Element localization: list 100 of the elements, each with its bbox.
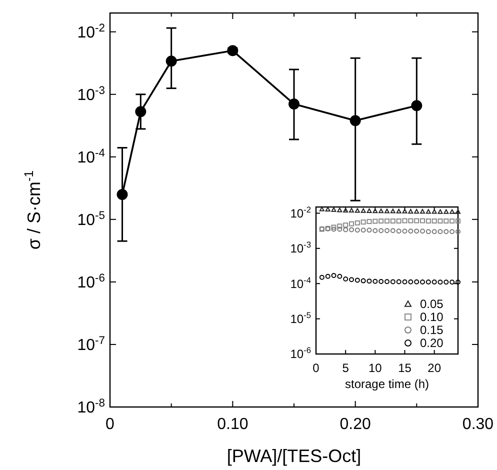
point	[331, 207, 336, 212]
point	[349, 227, 354, 232]
point	[426, 218, 431, 224]
x-tick-label: 10	[368, 361, 382, 375]
x-tick-label: 15	[398, 361, 412, 375]
y-tick-label: 10$^{-4}$	[77, 147, 105, 166]
point	[390, 279, 396, 284]
point	[438, 229, 443, 234]
point	[360, 228, 366, 233]
point	[426, 209, 431, 214]
point	[366, 278, 372, 284]
point	[366, 228, 372, 233]
point	[384, 208, 390, 214]
x-tick-label: 0.20	[340, 416, 372, 433]
point	[354, 208, 360, 213]
point	[384, 218, 390, 224]
legend-label: 0.15	[420, 323, 444, 337]
point	[166, 56, 177, 67]
legend-label: 0.10	[420, 310, 444, 324]
point	[408, 279, 414, 284]
point	[349, 277, 354, 282]
point	[420, 218, 425, 224]
point	[414, 228, 420, 234]
point	[366, 208, 372, 214]
point	[288, 98, 300, 110]
y-tick-label: 10$^{-3}$	[290, 240, 312, 256]
point	[135, 106, 146, 118]
point	[426, 280, 431, 285]
point	[378, 278, 384, 284]
point	[354, 220, 360, 226]
x-tick-label: 0	[106, 416, 115, 433]
legend-label: 0.20	[420, 336, 444, 350]
point	[349, 221, 354, 226]
point	[438, 209, 443, 214]
point	[411, 100, 422, 112]
point	[343, 222, 348, 228]
point	[432, 280, 437, 285]
point	[396, 228, 402, 234]
point	[456, 280, 460, 285]
point	[390, 208, 396, 214]
point	[450, 218, 455, 224]
point	[420, 228, 425, 234]
point	[438, 218, 443, 224]
point	[350, 115, 361, 126]
point	[372, 228, 378, 234]
point	[378, 228, 384, 234]
point	[337, 208, 342, 212]
point	[354, 228, 360, 233]
point	[420, 280, 425, 285]
point	[450, 209, 455, 214]
point	[438, 280, 443, 285]
x-tick-label: 0.10	[217, 416, 248, 433]
y-tick-label: 10$^{-5}$	[290, 310, 312, 326]
y-tick-label: 10$^{-7}$	[77, 335, 105, 354]
point	[444, 209, 449, 214]
point	[456, 209, 460, 214]
point	[384, 279, 390, 284]
point	[420, 208, 425, 214]
point	[432, 218, 437, 224]
point	[331, 272, 336, 278]
point	[390, 218, 396, 224]
point	[426, 229, 431, 234]
point	[450, 229, 455, 234]
point	[337, 224, 342, 229]
point	[396, 279, 402, 284]
point	[432, 229, 437, 234]
point	[414, 208, 420, 214]
point	[319, 206, 324, 212]
point	[384, 228, 390, 234]
x-tick-label: 5	[342, 361, 350, 375]
x-tick-label: 0	[312, 361, 320, 375]
point	[414, 218, 420, 224]
point	[227, 45, 238, 56]
point	[366, 219, 372, 224]
y-tick-label: 10$^{-6}$	[290, 345, 312, 362]
x-axis-title: storage time (h)	[344, 377, 430, 391]
point	[325, 274, 330, 279]
point	[402, 279, 408, 284]
point	[444, 280, 449, 285]
point	[456, 229, 460, 234]
point	[372, 278, 378, 284]
point	[402, 228, 408, 234]
point	[432, 209, 437, 214]
point	[408, 218, 414, 224]
point	[354, 278, 360, 283]
point	[116, 189, 128, 200]
point	[360, 208, 366, 213]
point	[378, 208, 384, 214]
legend-label: 0.05	[420, 297, 444, 311]
x-tick-label: 20	[428, 361, 442, 375]
point	[349, 208, 354, 213]
point	[343, 276, 348, 282]
point	[402, 218, 408, 224]
x-tick-label: 0.30	[462, 416, 494, 433]
point	[396, 208, 402, 214]
point	[444, 218, 449, 224]
y-tick-label: 10$^{-6}$	[77, 272, 105, 292]
point	[414, 279, 420, 284]
point	[378, 218, 384, 224]
point	[319, 274, 324, 280]
